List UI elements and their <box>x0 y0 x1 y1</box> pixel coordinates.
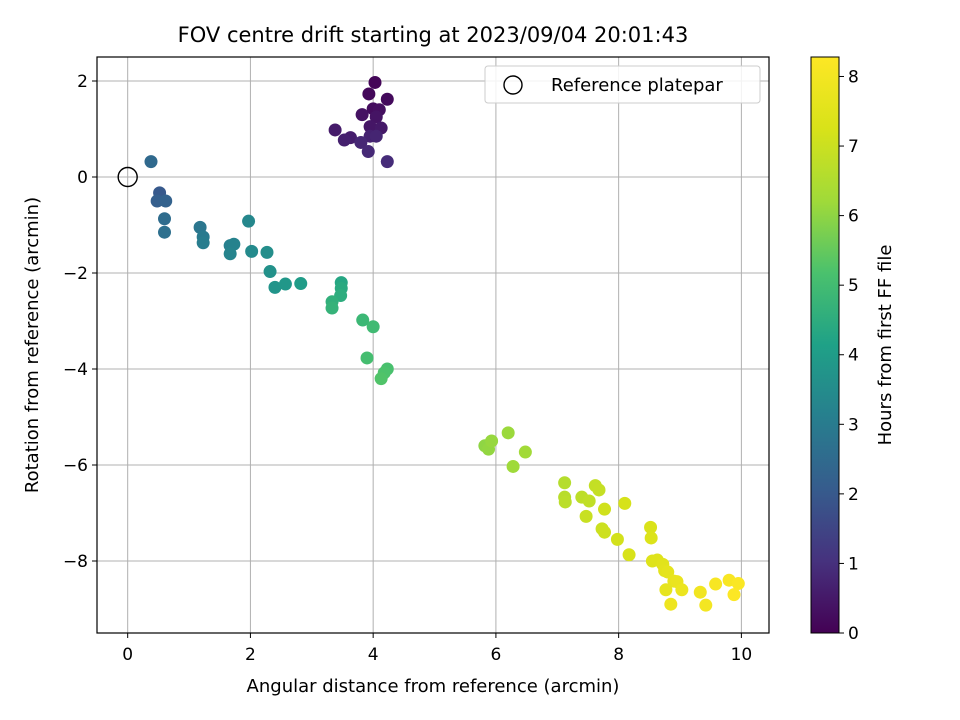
y-axis-label: Rotation from reference (arcmin) <box>22 197 43 493</box>
colorbar-tick-label: 6 <box>848 207 859 227</box>
colorbar-tick-label: 0 <box>848 624 859 644</box>
colorbar-tick-label: 4 <box>848 346 859 366</box>
x-tick-label: 0 <box>122 645 133 665</box>
reference-point <box>117 166 138 188</box>
data-point <box>268 280 282 294</box>
data-point <box>369 129 383 143</box>
data-point <box>355 108 369 122</box>
data-point <box>374 372 388 386</box>
data-point <box>294 277 308 291</box>
colorbar-tick-label: 5 <box>848 276 859 296</box>
y-axis-ticks: 2 0 −2 −4 −6 −8 <box>63 72 97 572</box>
data-point <box>361 145 375 159</box>
data-point <box>709 577 723 591</box>
data-point <box>242 214 256 228</box>
data-point <box>158 225 172 239</box>
data-point <box>245 244 259 258</box>
data-point <box>380 92 394 106</box>
data-point <box>360 351 374 365</box>
data-point <box>260 245 274 259</box>
data-point <box>369 110 383 124</box>
data-point <box>675 583 689 597</box>
y-tick-label: −2 <box>63 264 88 284</box>
y-tick-label: −4 <box>63 360 88 380</box>
data-point <box>582 494 596 508</box>
data-point <box>644 531 658 545</box>
data-point <box>610 532 624 546</box>
colorbar-tick-label: 7 <box>848 137 859 157</box>
x-tick-label: 6 <box>490 645 501 665</box>
x-axis-ticks: 0 2 4 6 8 10 <box>122 633 752 665</box>
x-tick-label: 10 <box>731 645 753 665</box>
data-point <box>693 585 707 599</box>
data-point <box>501 426 515 440</box>
data-point <box>356 313 370 327</box>
colorbar-gradient <box>810 56 840 634</box>
legend-marker <box>503 75 523 95</box>
data-point <box>159 194 173 208</box>
data-point <box>731 577 745 591</box>
colorbar-tick-label: 1 <box>848 554 859 574</box>
x-tick-label: 2 <box>245 645 256 665</box>
y-tick-label: 2 <box>77 72 88 92</box>
data-point <box>518 445 532 459</box>
legend: Reference platepar <box>484 65 761 104</box>
colorbar-label: Hours from first FF file <box>875 245 896 446</box>
data-point <box>380 155 394 169</box>
data-point <box>618 496 632 510</box>
colorbar-ticks: 0 1 2 3 4 5 6 7 8 <box>839 67 859 644</box>
grid <box>97 57 769 633</box>
data-point <box>366 320 380 334</box>
x-axis-label: Angular distance from reference (arcmin) <box>247 676 620 697</box>
data-point <box>598 502 612 516</box>
data-points <box>117 75 745 612</box>
chart-title: FOV centre drift starting at 2023/09/04 … <box>178 23 689 47</box>
data-point <box>664 597 678 611</box>
data-point <box>506 459 520 473</box>
data-point <box>363 120 377 134</box>
data-point <box>196 236 210 250</box>
data-point <box>699 598 713 612</box>
data-point <box>558 495 572 509</box>
data-point <box>362 87 376 101</box>
data-point <box>644 520 658 534</box>
data-point <box>727 588 741 602</box>
data-point <box>144 155 158 169</box>
data-point <box>368 75 382 89</box>
colorbar-tick-label: 3 <box>848 415 859 435</box>
data-point <box>337 133 351 147</box>
data-point <box>661 565 675 579</box>
y-tick-label: 0 <box>77 168 88 188</box>
data-point <box>263 265 277 279</box>
legend-label: Reference platepar <box>551 75 723 96</box>
y-tick-label: −6 <box>63 456 88 476</box>
data-point <box>328 123 342 137</box>
data-point <box>579 509 593 523</box>
data-point <box>659 583 673 597</box>
y-tick-label: −8 <box>63 552 88 572</box>
legend-box <box>484 65 761 104</box>
data-point <box>158 212 172 226</box>
data-point <box>598 525 612 539</box>
x-tick-label: 8 <box>613 645 624 665</box>
colorbar-tick-label: 8 <box>848 67 859 87</box>
data-point <box>325 301 339 315</box>
data-point <box>354 135 368 149</box>
data-point <box>485 434 499 448</box>
data-point <box>558 476 572 490</box>
data-point <box>622 548 636 562</box>
colorbar-tick-label: 2 <box>848 485 859 505</box>
data-point <box>278 277 292 291</box>
data-point <box>592 483 606 497</box>
x-tick-label: 4 <box>368 645 379 665</box>
plot-frame <box>96 56 770 634</box>
colorbar: 0 1 2 3 4 5 6 7 8 Hours from first FF file <box>810 56 896 644</box>
data-point <box>223 247 237 261</box>
